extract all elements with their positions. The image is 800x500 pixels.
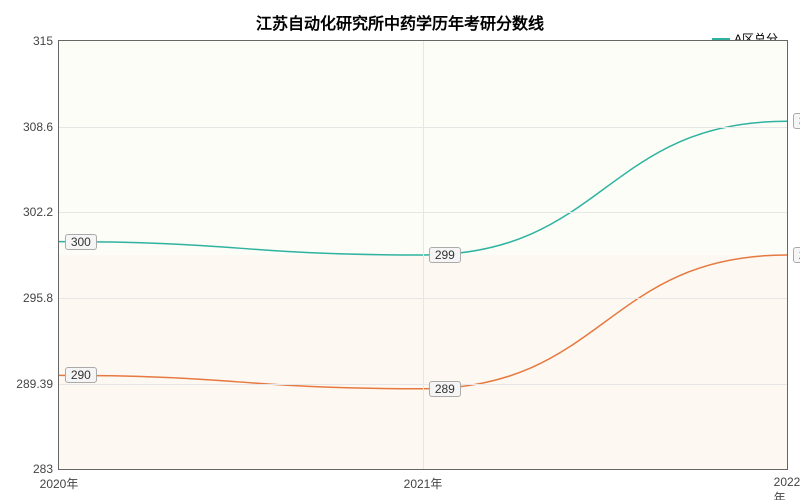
point-label: 299: [429, 247, 461, 263]
gridline-v: [423, 41, 424, 469]
point-label: 289: [429, 381, 461, 397]
y-tick-label: 308.6: [23, 120, 59, 134]
x-tick-label: 2021年: [404, 469, 443, 492]
x-tick-label: 2020年: [40, 469, 79, 492]
plot-area: 283289.39295.8302.2308.63152020年2021年202…: [58, 40, 788, 470]
y-tick-label: 302.2: [23, 205, 59, 219]
point-label: 309: [793, 113, 800, 129]
x-tick-label: 2022年: [774, 469, 800, 500]
chart-title: 江苏自动化研究所中药学历年考研分数线: [0, 10, 800, 34]
point-label: 300: [65, 234, 97, 250]
y-tick-label: 289.39: [16, 377, 59, 391]
point-label: 290: [65, 367, 97, 383]
chart-container: 江苏自动化研究所中药学历年考研分数线 A区总分 B区总分 283289.3929…: [0, 0, 800, 500]
y-tick-label: 295.8: [23, 291, 59, 305]
y-tick-label: 315: [33, 34, 59, 48]
point-label: 299: [793, 247, 800, 263]
